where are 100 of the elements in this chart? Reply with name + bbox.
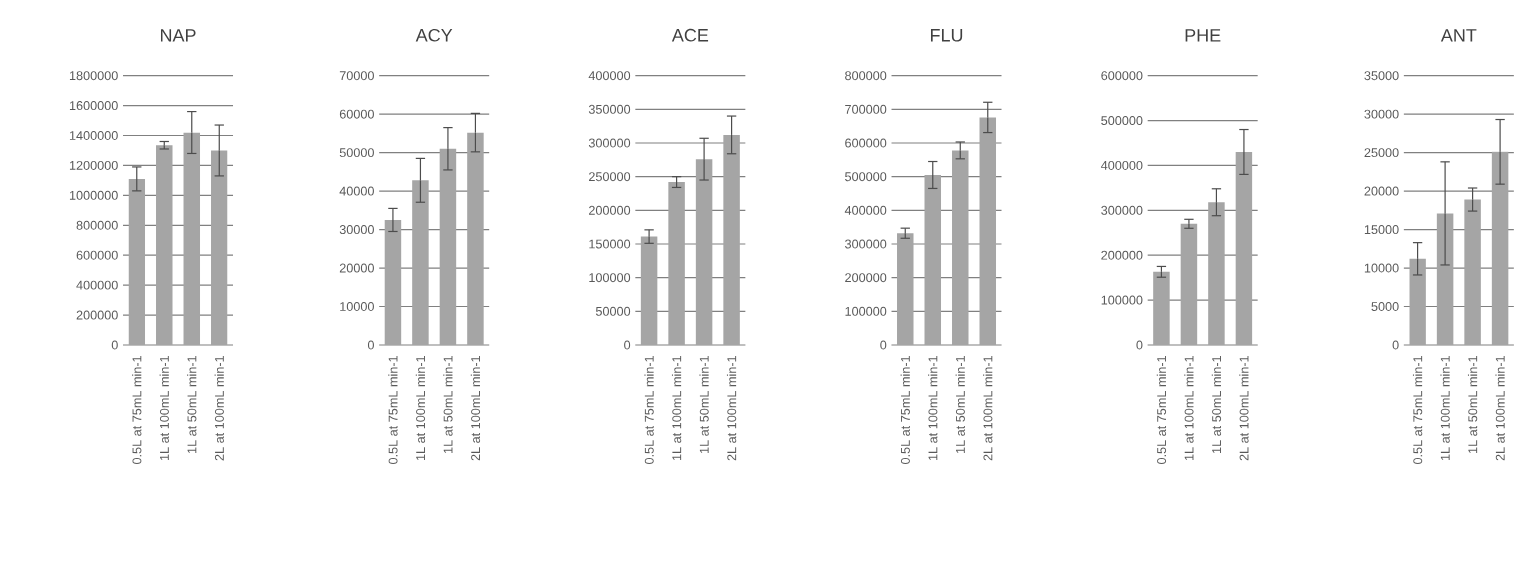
bar — [897, 233, 914, 345]
x-tick-label: 1L at 50mL min-1 — [955, 356, 965, 453]
x-tick-label: 0.5L at 75mL min-1 — [900, 356, 910, 465]
x-tick-label: 2L at 100mL min-1 — [214, 356, 224, 461]
y-tick-label: 800000 — [76, 220, 118, 230]
chart-title: ACY — [415, 28, 453, 42]
bar — [1208, 202, 1225, 345]
bar — [1180, 223, 1198, 345]
bar — [384, 219, 402, 345]
y-tick-label: 350000 — [588, 104, 631, 114]
chart-title: PHE — [1185, 29, 1221, 42]
bar — [723, 134, 740, 345]
y-tick-label: 200000 — [589, 205, 631, 215]
y-tick-label: 700000 — [845, 104, 887, 114]
x-tick-label: 1L at 50mL min-1 — [699, 356, 709, 453]
y-tick-label: 600000 — [845, 138, 887, 148]
y-tick-label: 200000 — [1101, 250, 1143, 260]
y-tick-label: 150000 — [589, 239, 631, 249]
bar — [412, 180, 429, 345]
y-tick-label: 70000 — [339, 71, 374, 81]
y-tick-label: 50000 — [339, 148, 374, 158]
y-tick-label: 0 — [1136, 340, 1143, 350]
y-tick-label: 1600000 — [69, 101, 118, 111]
y-tick-label: 1800000 — [69, 71, 118, 81]
chart-title: ANT — [1440, 29, 1477, 42]
x-tick-label: 2L at 100mL min-1 — [470, 356, 481, 461]
y-tick-label: 200000 — [76, 310, 118, 320]
y-tick-label: 10000 — [1364, 263, 1399, 273]
y-tick-label: 20000 — [1364, 186, 1399, 196]
y-tick-label: 200000 — [845, 273, 887, 283]
y-tick-label: 0 — [111, 340, 118, 350]
x-tick-label: 0.5L at 75mL min-1 — [644, 356, 654, 465]
x-tick-label: 2L at 100mL min-1 — [726, 356, 737, 461]
bar — [695, 159, 713, 345]
y-tick-label: 1400000 — [69, 131, 118, 140]
x-tick-label: 2L at 100mL min-1 — [1495, 356, 1505, 461]
y-tick-label: 100000 — [845, 306, 887, 316]
x-tick-label: 1L at 50mL min-1 — [187, 356, 197, 453]
bar — [1409, 258, 1426, 345]
bar — [952, 150, 969, 345]
y-tick-label: 35000 — [1364, 71, 1399, 81]
bar — [1436, 213, 1454, 345]
y-tick-label: 0 — [880, 340, 887, 350]
chart-title: FLU — [931, 29, 963, 42]
y-tick-label: 60000 — [339, 109, 374, 119]
y-tick-label: 600000 — [76, 250, 118, 260]
bar — [668, 182, 685, 345]
x-tick-label: 1L at 50mL min-1 — [443, 356, 453, 453]
y-tick-label: 250000 — [589, 172, 631, 182]
y-tick-label: 300000 — [588, 138, 631, 148]
y-tick-label: 400000 — [844, 205, 887, 215]
x-tick-label: 2L at 100mL min-1 — [1239, 356, 1249, 461]
y-tick-label: 0 — [367, 340, 374, 350]
x-tick-label: 1L at 100mL min-1 — [159, 356, 169, 461]
y-tick-label: 30000 — [339, 225, 374, 235]
bar — [924, 174, 942, 345]
y-tick-label: 20000 — [339, 263, 374, 273]
y-tick-label: 400000 — [588, 71, 631, 81]
bar — [1235, 151, 1253, 345]
y-tick-label: 1000000 — [69, 190, 118, 200]
x-tick-label: 1L at 100mL min-1 — [1440, 356, 1450, 461]
x-tick-label: 0.5L at 75mL min-1 — [1156, 356, 1167, 465]
y-tick-label: 50000 — [595, 306, 631, 316]
y-tick-label: 40000 — [339, 186, 374, 196]
y-tick-label: 100000 — [589, 273, 631, 283]
y-tick-label: 25000 — [1364, 148, 1399, 158]
x-tick-label: 0.5L at 75mL min-1 — [1412, 356, 1423, 465]
x-tick-label: 1L at 100mL min-1 — [415, 356, 426, 461]
y-tick-label: 30000 — [1364, 109, 1399, 119]
y-tick-label: 800000 — [845, 71, 887, 81]
x-tick-label: 0.5L at 75mL min-1 — [132, 356, 142, 465]
y-tick-label: 10000 — [340, 302, 374, 311]
chart-title: ACE — [671, 28, 709, 42]
y-tick-label: 300000 — [1101, 205, 1143, 215]
bar — [439, 148, 457, 345]
bar — [128, 178, 146, 345]
bar — [467, 132, 484, 345]
bar — [1464, 199, 1481, 345]
bar — [183, 132, 201, 345]
x-tick-label: 1L at 100mL min-1 — [928, 356, 938, 461]
bar — [156, 145, 173, 345]
x-tick-label: 0.5L at 75mL min-1 — [388, 356, 398, 465]
y-tick-label: 500000 — [1101, 116, 1143, 126]
x-tick-label: 1L at 50mL min-1 — [1211, 356, 1222, 453]
bar — [1153, 271, 1170, 345]
bar — [979, 117, 997, 345]
y-tick-label: 500000 — [845, 172, 887, 182]
x-tick-label: 1L at 100mL min-1 — [1184, 356, 1194, 461]
bar — [640, 236, 658, 345]
bar — [211, 150, 228, 345]
x-tick-label: 1L at 100mL min-1 — [671, 356, 682, 461]
x-tick-label: 1L at 50mL min-1 — [1467, 356, 1478, 453]
y-tick-label: 300000 — [845, 239, 887, 249]
y-tick-label: 600000 — [1101, 71, 1143, 81]
y-tick-label: 5000 — [1371, 302, 1399, 311]
bar — [1491, 151, 1509, 345]
y-tick-label: 400000 — [1100, 160, 1143, 170]
chart-title: NAP — [160, 29, 196, 42]
x-tick-label: 2L at 100mL min-1 — [983, 356, 993, 461]
y-tick-label: 15000 — [1364, 225, 1399, 235]
